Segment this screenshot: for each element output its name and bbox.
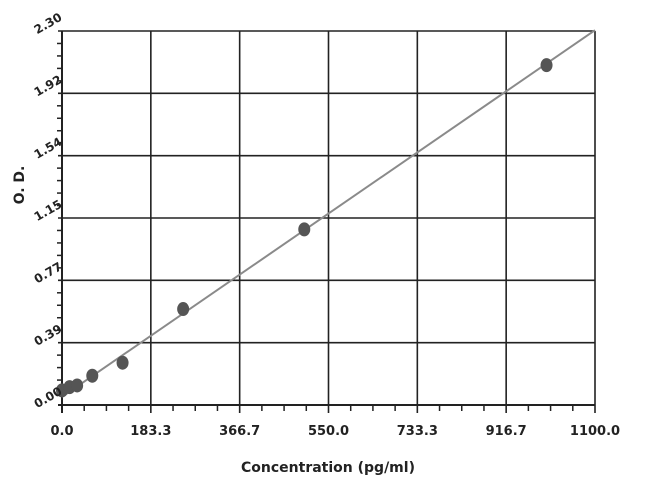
y-tick-label: 2.30: [32, 10, 65, 37]
x-tick-label: 0.0: [50, 424, 73, 439]
data-point: [71, 378, 84, 393]
x-tick-label: 1100.0: [570, 424, 620, 439]
y-tick-label: 1.92: [32, 72, 65, 99]
ticks: [57, 42, 574, 411]
x-tick-label: 183.3: [130, 424, 171, 439]
x-tick-label: 733.3: [397, 424, 438, 439]
fit-line: [61, 29, 596, 398]
y-tick-label: 0.00: [32, 384, 65, 411]
fit-line-group: [61, 29, 596, 398]
y-tick-label: 1.54: [32, 135, 65, 162]
data-point: [86, 368, 99, 383]
x-axis-label: Concentration (pg/ml): [241, 460, 415, 476]
x-tick-label: 366.7: [219, 424, 260, 439]
data-points: [56, 58, 553, 398]
y-tick-label: 0.77: [32, 259, 65, 286]
y-axis-label: O. D.: [12, 166, 28, 205]
x-tick-label: 916.7: [486, 424, 527, 439]
x-tick-label: 550.0: [308, 424, 349, 439]
data-point: [540, 58, 553, 73]
data-point: [177, 302, 190, 317]
y-tick-label: 1.15: [32, 197, 65, 224]
data-point: [298, 222, 311, 237]
y-tick-label: 0.39: [32, 322, 65, 349]
data-point: [116, 355, 129, 370]
grid: [58, 30, 596, 413]
